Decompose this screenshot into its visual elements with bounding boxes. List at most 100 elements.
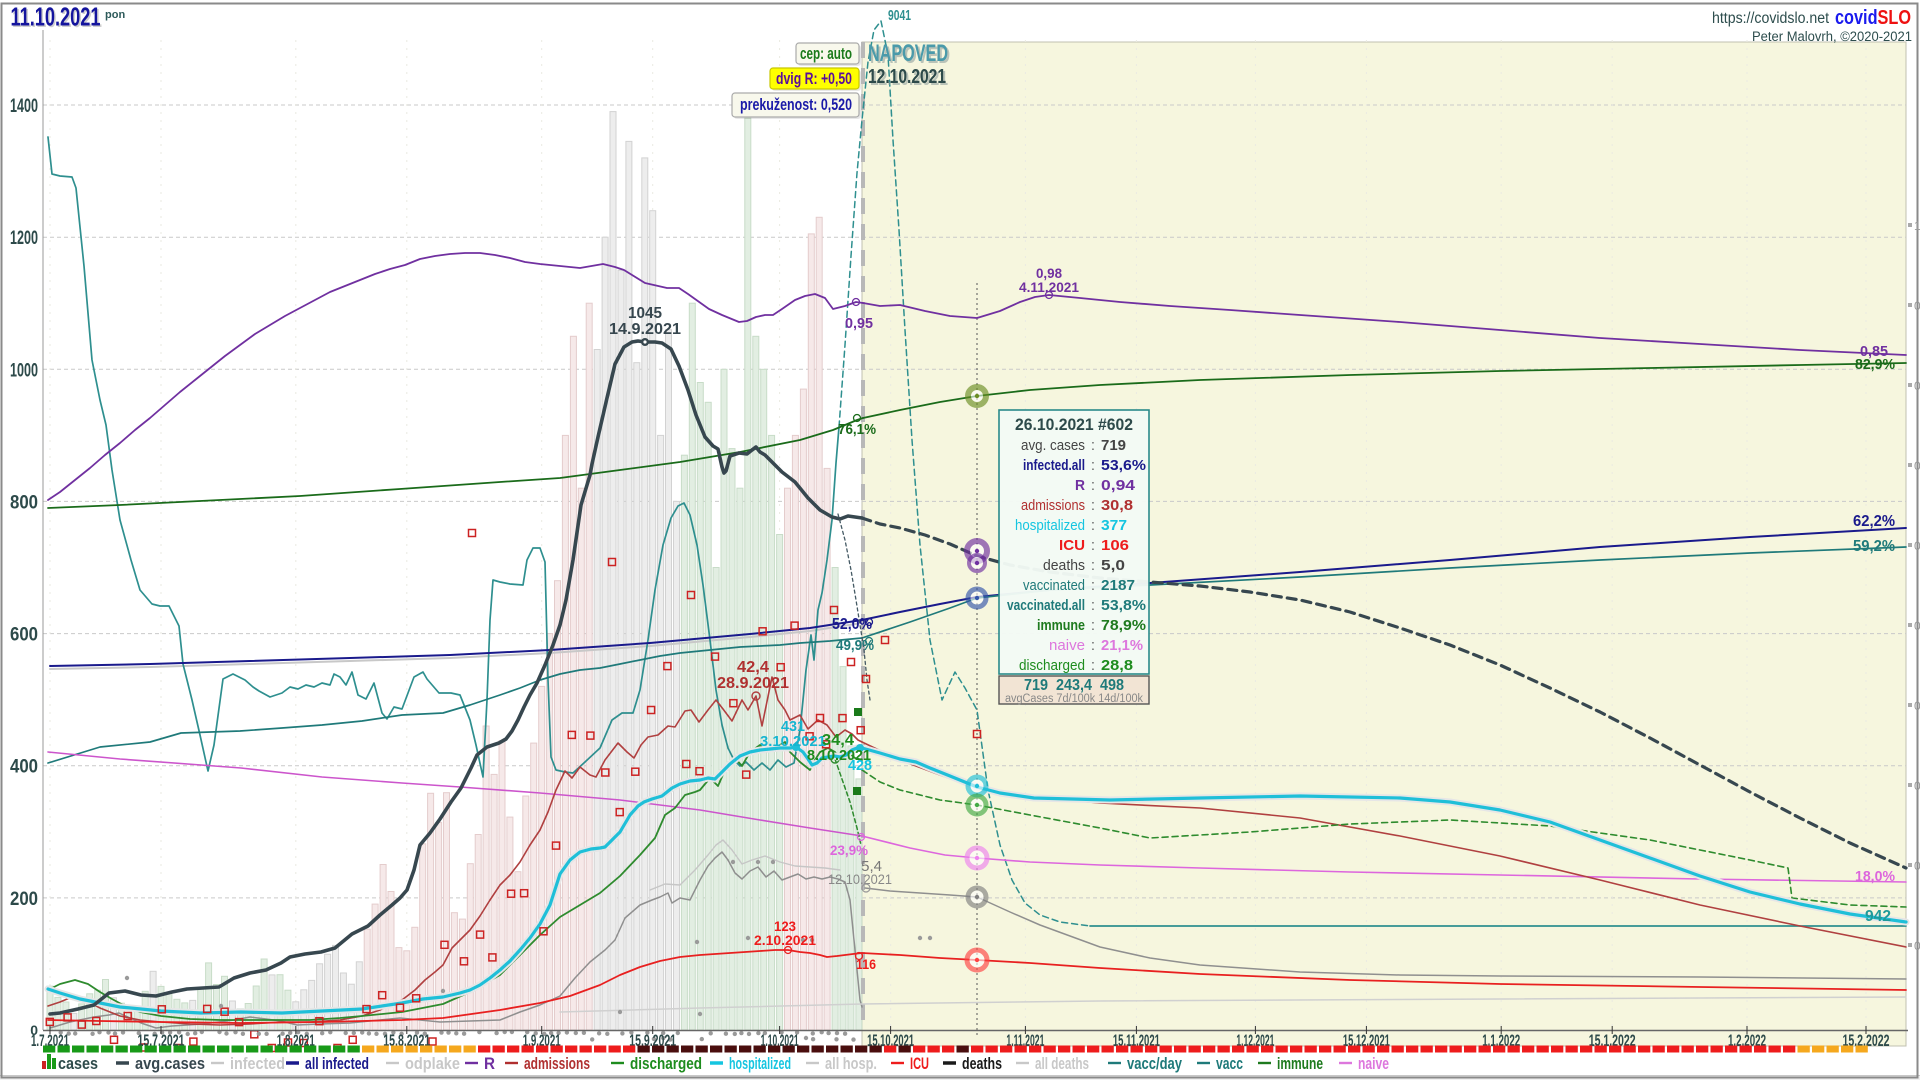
svg-text:3.10.2021: 3.10.2021 [760, 733, 826, 750]
svg-text:1.12.2021: 1.12.2021 [1236, 1031, 1274, 1050]
svg-text:1000: 1000 [10, 360, 38, 381]
svg-text::: : [1091, 457, 1095, 474]
svg-text:116: 116 [856, 956, 876, 972]
svg-text:15.2.2022: 15.2.2022 [1843, 1031, 1890, 1050]
svg-text:15.12.2021: 15.12.2021 [1343, 1031, 1390, 1050]
svg-text:vacc/day: vacc/day [1127, 1054, 1182, 1073]
svg-text:admissions: admissions [524, 1054, 590, 1073]
svg-text:942: 942 [1865, 908, 1891, 925]
svg-text:15.9.2021: 15.9.2021 [629, 1031, 676, 1050]
svg-text:719: 719 [1101, 437, 1126, 454]
svg-text:28,8: 28,8 [1101, 657, 1133, 674]
svg-text:15.7.2021: 15.7.2021 [138, 1031, 185, 1050]
svg-text:9041: 9041 [888, 7, 911, 24]
svg-text:78,9%: 78,9% [1101, 617, 1146, 634]
svg-text:prekuženost: 0,520: prekuženost: 0,520 [740, 95, 852, 114]
svg-text:1.9.2021: 1.9.2021 [523, 1031, 561, 1050]
svg-text:0: 0 [30, 1022, 38, 1038]
svg-text:0,2: 0,2 [1914, 859, 1920, 873]
svg-text::: : [1091, 517, 1095, 534]
svg-text:1.2.2022: 1.2.2022 [1728, 1031, 1766, 1050]
svg-text:15.1.2022: 15.1.2022 [1589, 1031, 1636, 1050]
svg-text:immune: immune [1277, 1054, 1323, 1073]
svg-text:18,0%: 18,0% [1855, 868, 1895, 885]
svg-text:cases: cases [58, 1054, 98, 1073]
svg-text:admissions: admissions [1021, 497, 1085, 514]
svg-text:Peter Malovrh, ©2020-2021: Peter Malovrh, ©2020-2021 [1752, 29, 1912, 44]
svg-text:naive: naive [1049, 637, 1085, 654]
svg-text:https://covidslo.net: https://covidslo.net [1712, 10, 1830, 27]
svg-text:15.11.2021: 15.11.2021 [1113, 1031, 1160, 1050]
svg-text::: : [1091, 617, 1095, 634]
svg-text::: : [1091, 477, 1095, 494]
svg-text:15.8.2021: 15.8.2021 [383, 1031, 430, 1050]
svg-text::: : [1091, 497, 1095, 514]
svg-text:106: 106 [1101, 537, 1129, 554]
svg-text:400: 400 [10, 757, 38, 778]
svg-text:0,95: 0,95 [845, 315, 873, 332]
svg-text:1200: 1200 [10, 228, 38, 249]
svg-text:immune: immune [1037, 617, 1085, 634]
svg-text:53,8%: 53,8% [1101, 597, 1146, 614]
svg-text:0,85: 0,85 [1860, 343, 1888, 360]
svg-text:all deaths: all deaths [1035, 1054, 1089, 1073]
svg-text:23,9%: 23,9% [830, 842, 869, 858]
svg-text:discharged: discharged [1019, 657, 1085, 674]
svg-text:377: 377 [1101, 517, 1127, 534]
svg-text:0,94: 0,94 [1101, 477, 1136, 494]
svg-text:26.10.2021 #602: 26.10.2021 #602 [1015, 415, 1133, 434]
svg-text:11.10.2021: 11.10.2021 [11, 2, 101, 32]
svg-text:1400: 1400 [10, 96, 38, 117]
svg-text:1045: 1045 [628, 305, 662, 322]
svg-text:0,98: 0,98 [1036, 265, 1062, 281]
svg-text:vaccinated.all: vaccinated.all [1007, 597, 1085, 614]
svg-text:covidSLO: covidSLO [1835, 7, 1911, 29]
svg-text:52,0%: 52,0% [832, 616, 872, 633]
svg-text:1.8.2021: 1.8.2021 [277, 1031, 315, 1050]
svg-text:800: 800 [10, 492, 38, 513]
svg-text:53,6%: 53,6% [1101, 457, 1146, 474]
svg-text:428: 428 [848, 757, 872, 774]
svg-text:12.10.2021: 12.10.2021 [870, 68, 948, 90]
svg-text:ICU: ICU [910, 1054, 929, 1073]
svg-text:30,8: 30,8 [1101, 497, 1133, 514]
svg-text::: : [1091, 637, 1095, 654]
svg-text:0,3: 0,3 [1914, 779, 1920, 793]
svg-text:0,8: 0,8 [1914, 379, 1920, 393]
svg-text:0,4: 0,4 [1914, 699, 1920, 713]
svg-text:dvig R: +0,50: dvig R: +0,50 [776, 69, 852, 88]
svg-text:15.10.2021: 15.10.2021 [867, 1031, 914, 1050]
svg-text:1.1.2022: 1.1.2022 [1482, 1031, 1520, 1050]
svg-text::: : [1091, 537, 1095, 554]
svg-text::: : [1091, 597, 1095, 614]
svg-text:cep: auto: cep: auto [800, 44, 852, 63]
svg-text:all infected: all infected [305, 1054, 369, 1073]
svg-text::: : [1091, 557, 1095, 574]
svg-text:1,0: 1,0 [1914, 219, 1920, 233]
svg-text:0,5: 0,5 [1914, 619, 1920, 633]
svg-text::: : [1091, 577, 1095, 594]
svg-text:8.10.2021: 8.10.2021 [807, 747, 871, 764]
svg-text:600: 600 [10, 625, 38, 646]
svg-text:NAPOVED: NAPOVED [870, 42, 950, 69]
svg-text:hospitalized: hospitalized [729, 1054, 791, 1073]
svg-text:59,2%: 59,2% [1853, 538, 1895, 555]
svg-text:pon: pon [105, 9, 125, 21]
svg-text:76,1%: 76,1% [838, 421, 876, 438]
svg-text:1.7.2021: 1.7.2021 [31, 1031, 69, 1050]
svg-text:34,4: 34,4 [822, 732, 854, 749]
svg-text:12.10.2021: 12.10.2021 [828, 871, 892, 887]
svg-text::: : [1091, 657, 1095, 674]
svg-text:28.9.2021: 28.9.2021 [717, 675, 789, 692]
svg-text:5,4: 5,4 [861, 858, 882, 875]
svg-text:deaths: deaths [1043, 557, 1085, 574]
svg-text:R: R [1075, 477, 1085, 494]
svg-text:4.11.2021: 4.11.2021 [1019, 279, 1079, 295]
svg-text:200: 200 [10, 889, 38, 910]
svg-text:0,7: 0,7 [1914, 459, 1920, 473]
svg-text:123: 123 [774, 918, 796, 934]
svg-text:hospitalized: hospitalized [1015, 517, 1085, 534]
svg-text:deaths: deaths [962, 1054, 1002, 1073]
svg-text:odplake: odplake [405, 1054, 460, 1073]
svg-text:discharged: discharged [630, 1054, 702, 1073]
